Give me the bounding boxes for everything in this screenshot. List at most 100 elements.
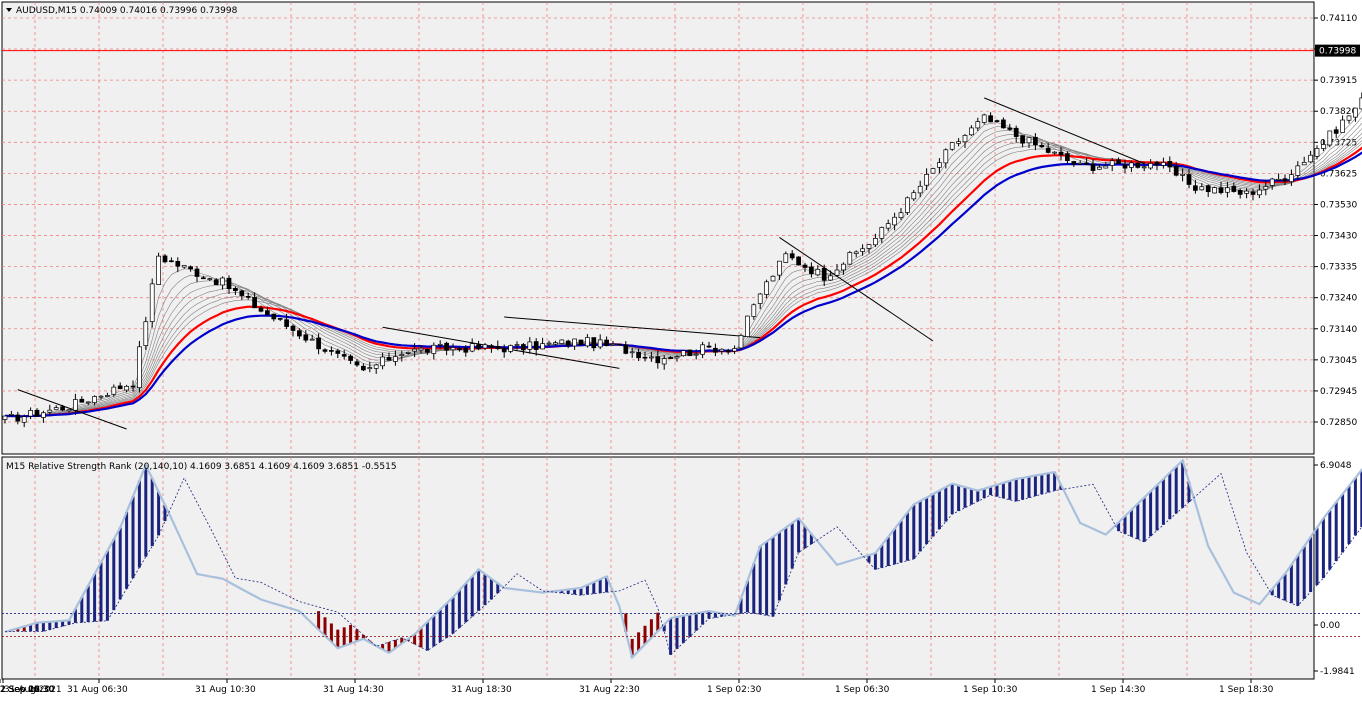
candle-body xyxy=(79,398,85,403)
candle-body xyxy=(1289,174,1294,182)
candle-body xyxy=(937,162,942,168)
dropdown-triangle-icon[interactable] xyxy=(6,8,12,12)
candle-body xyxy=(258,307,264,312)
candle-body xyxy=(828,275,833,281)
candle-body xyxy=(373,364,379,369)
time-tick-label: 1 Sep 02:30 xyxy=(707,685,762,695)
relative-strength-rank-plot xyxy=(2,458,1362,660)
candle-body xyxy=(348,355,353,361)
candle-body xyxy=(181,265,187,268)
indicator-title: M15 Relative Strength Rank (20,140,10) 4… xyxy=(6,462,397,472)
trend-line xyxy=(779,237,934,342)
candle-body xyxy=(73,399,78,411)
candle-body xyxy=(1129,162,1134,168)
indicator-axis: 6.9048 0.00 -1.9841 xyxy=(1314,461,1355,677)
candle-body xyxy=(565,340,571,346)
candle-body xyxy=(34,409,40,417)
candle-body xyxy=(1065,153,1070,162)
candle-body xyxy=(770,275,776,282)
price-panel[interactable] xyxy=(1,1,1315,455)
candle-body xyxy=(1013,127,1019,137)
candle-body xyxy=(693,353,699,356)
candle-body xyxy=(796,256,801,266)
candle-body xyxy=(1225,187,1230,193)
candle-body xyxy=(1033,136,1038,146)
candle-body xyxy=(745,315,750,337)
candle-body xyxy=(508,345,513,352)
candle-body xyxy=(143,321,149,346)
candle-body xyxy=(629,351,635,354)
price-tick-label: 0.73430 xyxy=(1320,232,1357,242)
candle-body xyxy=(834,269,840,276)
trend-line xyxy=(17,389,127,430)
time-tick-label: 2 Sep 14:30 xyxy=(0,685,55,695)
candle-body xyxy=(457,348,462,351)
candle-body xyxy=(1333,129,1339,134)
candle-body xyxy=(1276,178,1281,181)
candle-body xyxy=(572,338,577,347)
candle-body xyxy=(201,277,206,280)
candle-body xyxy=(271,313,277,320)
candle-body xyxy=(1244,190,1249,194)
candle-body xyxy=(873,238,878,246)
candle-body xyxy=(188,266,193,270)
candle-body xyxy=(1122,164,1128,169)
candle-body xyxy=(284,319,289,327)
candle-body xyxy=(501,348,507,353)
price-tick-label: 0.73820 xyxy=(1320,107,1357,117)
candle-body xyxy=(527,341,533,350)
candle-body xyxy=(841,263,846,271)
candle-body xyxy=(1001,119,1006,129)
candle-body xyxy=(930,168,936,174)
candle-body xyxy=(309,338,315,341)
candle-body xyxy=(655,356,661,364)
candle-body xyxy=(815,268,821,276)
candle-body xyxy=(60,406,65,411)
candle-body xyxy=(265,310,270,315)
candle-body xyxy=(1167,161,1173,168)
price-axis: 0.741100.740150.739150.738200.737250.736… xyxy=(1314,14,1357,428)
price-tick-label: 0.73045 xyxy=(1320,356,1357,366)
rank-line xyxy=(4,458,1362,660)
price-tick-label: 0.73915 xyxy=(1320,76,1357,86)
candle-body xyxy=(316,337,321,350)
candle-body xyxy=(1180,173,1185,176)
candle-body xyxy=(1116,159,1121,164)
candle-body xyxy=(290,325,296,331)
candle-body xyxy=(1077,162,1083,165)
candle-body xyxy=(463,347,469,353)
indicator-panel[interactable] xyxy=(1,456,1315,680)
candle-body xyxy=(924,174,929,186)
candle-body xyxy=(764,281,769,295)
current-price-label: 0.73998 xyxy=(1319,47,1356,57)
candle-body xyxy=(649,356,654,359)
candle-body xyxy=(482,344,488,349)
price-tick-label: 0.73725 xyxy=(1320,138,1357,148)
candle-body xyxy=(437,343,443,346)
price-tick-label: 0.73240 xyxy=(1320,294,1357,304)
candle-body xyxy=(1161,162,1166,166)
candle-body xyxy=(661,358,667,365)
candle-body xyxy=(636,351,641,359)
candle-body xyxy=(1340,119,1345,133)
candle-body xyxy=(431,344,437,354)
candle-body xyxy=(905,197,910,213)
candle-body xyxy=(591,337,597,349)
ema-line xyxy=(4,140,1362,417)
price-tick-label: 0.73140 xyxy=(1320,325,1357,335)
indicator-tick-label: 6.9048 xyxy=(1320,461,1352,471)
time-tick-label: 31 Aug 10:30 xyxy=(195,685,256,695)
candle-body xyxy=(66,409,72,412)
candle-body xyxy=(623,344,629,354)
candle-body xyxy=(425,349,430,353)
symbol-header: AUDUSD,M15 0.74009 0.74016 0.73996 0.739… xyxy=(6,6,238,16)
candle-body xyxy=(412,348,417,352)
candle-body xyxy=(962,135,968,143)
trend-lines xyxy=(17,97,1145,430)
candle-body xyxy=(617,343,622,346)
time-tick-label: 1 Sep 14:30 xyxy=(1091,685,1146,695)
candle-body xyxy=(988,115,993,123)
candle-body xyxy=(28,410,33,417)
candle-body xyxy=(220,277,225,286)
